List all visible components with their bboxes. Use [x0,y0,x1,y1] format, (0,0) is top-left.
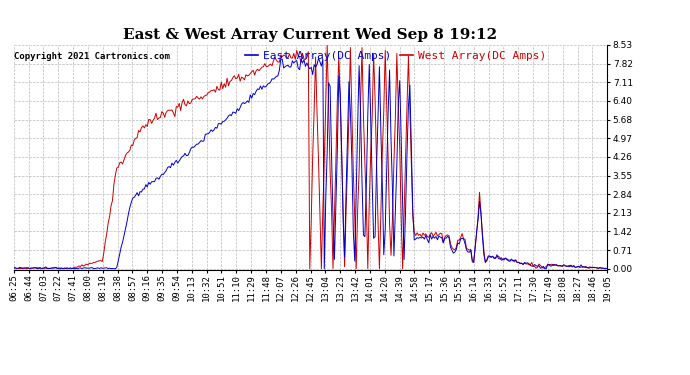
Title: East & West Array Current Wed Sep 8 19:12: East & West Array Current Wed Sep 8 19:1… [124,28,497,42]
Text: Copyright 2021 Cartronics.com: Copyright 2021 Cartronics.com [14,52,170,61]
Legend: East Array(DC Amps), West Array(DC Amps): East Array(DC Amps), West Array(DC Amps) [245,51,546,60]
